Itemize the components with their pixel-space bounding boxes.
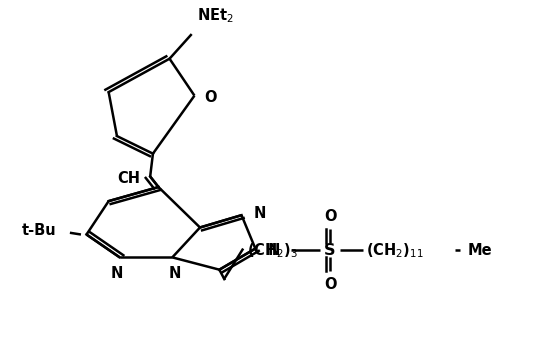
Text: N: N — [169, 266, 181, 281]
Text: N: N — [254, 206, 266, 221]
Text: O: O — [324, 277, 336, 292]
Text: (CH$_2$)$_3$: (CH$_2$)$_3$ — [247, 241, 298, 260]
Text: N: N — [268, 243, 280, 258]
Text: N: N — [111, 266, 123, 281]
Text: O: O — [324, 209, 336, 224]
Text: Me: Me — [467, 243, 492, 258]
Text: t-Bu: t-Bu — [22, 223, 56, 239]
Text: NEt$_2$: NEt$_2$ — [197, 7, 234, 25]
Text: O: O — [204, 90, 217, 105]
Text: (CH$_2$)$_{11}$: (CH$_2$)$_{11}$ — [366, 241, 423, 260]
Text: CH: CH — [117, 171, 140, 186]
Text: S: S — [324, 243, 336, 258]
